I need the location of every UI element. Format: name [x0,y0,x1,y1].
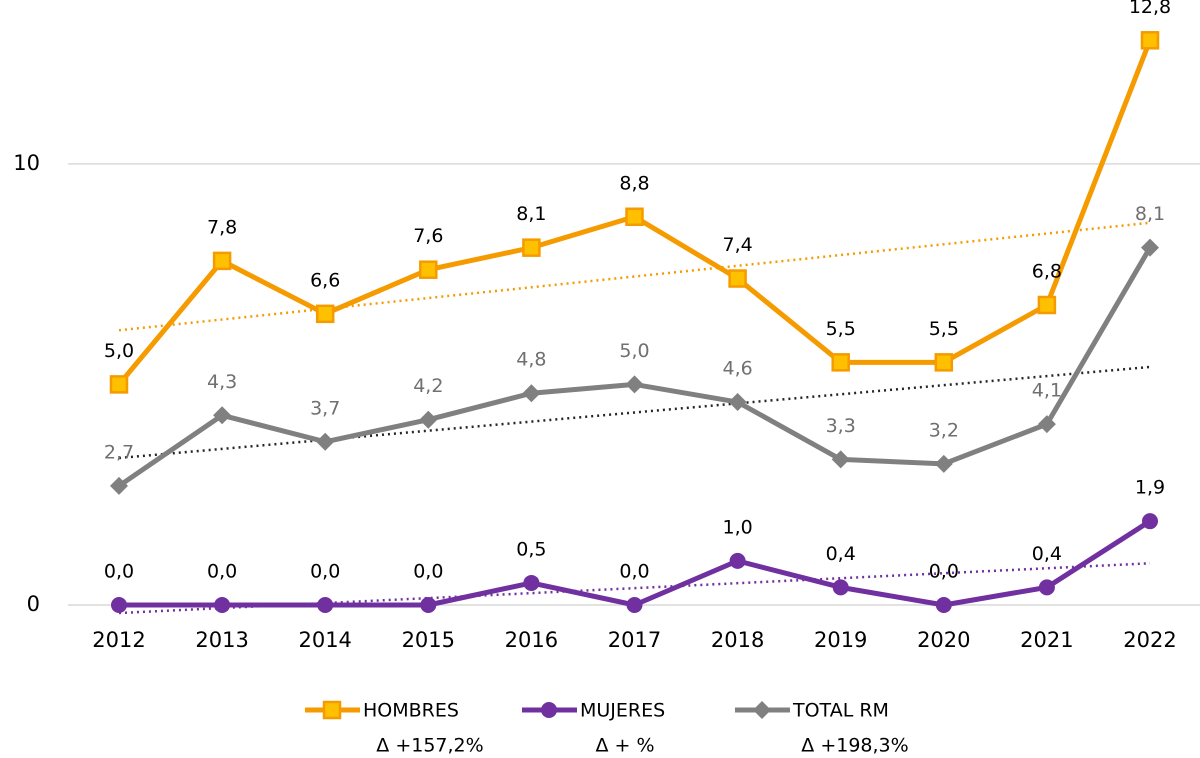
marker [541,702,557,718]
series-line [117,246,1153,488]
marker [315,304,335,324]
data-label: 0,0 [104,561,134,583]
marker [1037,295,1057,315]
trend-line [118,365,1151,460]
x-tick-label: 2017 [608,628,661,652]
x-tick-label: 2020 [917,628,970,652]
data-label: 8,1 [516,203,546,225]
legend-label: MUJERES [580,700,665,722]
marker [110,476,128,495]
data-label: 4,6 [722,358,752,380]
data-label: 0,0 [310,561,340,583]
legend-label: HOMBRES [363,700,459,722]
marker [934,454,953,473]
x-tick-label: 2022 [1123,628,1176,652]
marker [420,597,437,613]
x-tick-label: 2019 [814,628,867,652]
data-label: 0,0 [619,561,649,583]
marker [934,353,954,372]
marker [626,597,643,613]
data-label: 0,0 [207,561,237,583]
marker [522,238,541,257]
x-tick-label: 2012 [92,628,145,652]
marker [419,410,438,429]
data-label: 8,1 [1135,203,1165,225]
marker [212,251,232,271]
legend-change: Δ + % [595,735,654,757]
data-label: 4,1 [1032,380,1062,402]
marker [625,375,644,394]
marker [1038,579,1055,596]
marker [1140,31,1160,50]
marker [322,700,342,720]
data-label: 0,0 [929,561,959,583]
data-label: 0,5 [516,538,546,560]
data-label: 3,3 [826,415,856,437]
legend-label: TOTAL RM [792,700,889,722]
x-tick-label: 2014 [298,628,351,652]
marker [419,260,438,279]
data-label: 0,4 [1032,543,1062,565]
marker [111,597,127,613]
marker [109,375,129,394]
data-label: 12,8 [1129,0,1171,18]
marker [625,207,644,227]
data-label: 6,8 [1032,261,1062,283]
data-label: 0,4 [826,543,856,565]
trend-line [118,221,1151,332]
marker [728,269,747,288]
marker [729,552,746,569]
data-label: 7,4 [722,234,752,256]
data-label: 2,7 [104,441,134,463]
marker [728,393,747,412]
x-tick-label: 2021 [1020,628,1073,652]
marker [1037,415,1056,434]
legend-change: Δ +157,2% [376,735,483,757]
marker [317,597,334,613]
marker [831,450,850,469]
marker [831,353,850,372]
data-label: 0,0 [413,561,443,583]
x-tick-label: 2015 [402,628,455,652]
marker [214,597,231,613]
data-label: 4,8 [516,349,546,371]
x-tick-label: 2016 [505,628,558,652]
data-label: 7,8 [207,216,237,238]
data-label: 1,9 [1135,477,1165,499]
data-label: 5,0 [619,340,649,362]
trend-line [118,562,1151,615]
data-label: 7,6 [413,225,443,247]
marker [1142,513,1158,530]
data-label: 6,6 [310,269,340,291]
marker [832,579,849,596]
data-label: 3,2 [929,419,959,441]
data-label: 4,3 [207,371,237,393]
data-label: 4,2 [413,375,443,397]
legend-change: Δ +198,3% [801,735,908,757]
x-tick-label: 2018 [711,628,764,652]
data-label: 5,5 [826,318,856,340]
data-label: 8,8 [619,172,649,194]
marker [1141,238,1159,257]
x-tick-label: 2013 [195,628,248,652]
data-label: 1,0 [722,516,752,538]
data-label: 3,7 [310,397,340,419]
marker [935,597,952,613]
data-label: 5,0 [104,340,134,362]
marker [523,574,540,591]
marker [753,701,771,719]
marker [522,384,541,403]
data-label: 5,5 [929,318,959,340]
y-tick-label: 10 [13,151,40,175]
marker [213,406,232,425]
marker [316,432,335,451]
y-tick-label: 0 [27,592,40,616]
